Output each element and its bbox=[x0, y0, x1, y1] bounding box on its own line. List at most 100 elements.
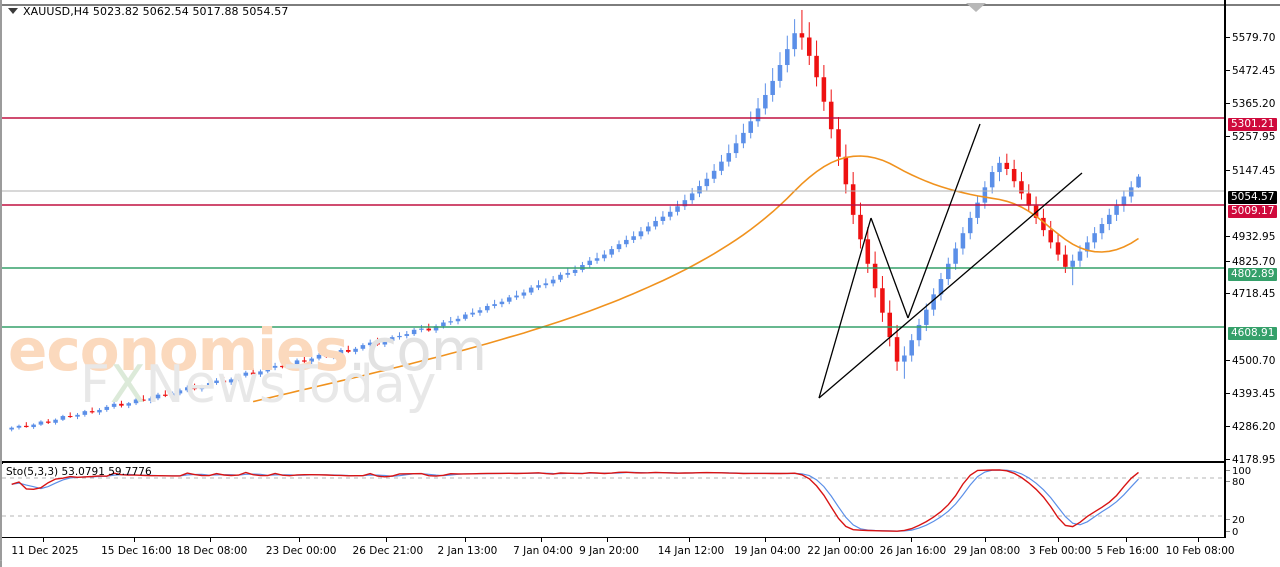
candle-body-bullish bbox=[931, 294, 936, 310]
candle-body-bullish bbox=[206, 383, 212, 387]
candle-body-bullish bbox=[916, 324, 922, 341]
triangle-down-icon[interactable] bbox=[8, 8, 18, 14]
candle-body-bullish bbox=[624, 239, 629, 245]
price-tick: 4393.45 bbox=[1226, 388, 1278, 400]
time-axis-label: 26 Jan 16:00 bbox=[879, 545, 947, 557]
triangle-down-marker-icon[interactable] bbox=[966, 3, 986, 12]
candle-body-bullish bbox=[155, 394, 161, 399]
indicator-tick-label: 100 bbox=[1232, 466, 1252, 477]
price-tick-label: 4286.20 bbox=[1232, 421, 1276, 433]
time-axis[interactable] bbox=[2, 538, 1280, 567]
candle-body-bullish bbox=[755, 108, 761, 122]
price-tick: 5579.70 bbox=[1226, 32, 1278, 44]
tick-dash bbox=[1226, 36, 1230, 38]
price-scale[interactable]: 5579.70 5472.45 5365.20 5257.95 5147.45 4932.… bbox=[1226, 6, 1280, 466]
price-tick-label: 5365.20 bbox=[1232, 98, 1276, 110]
candle-body-bearish bbox=[858, 214, 863, 240]
candle-body-bullish bbox=[536, 285, 541, 288]
candle-body-bullish bbox=[1114, 205, 1119, 215]
pane-divider bbox=[2, 461, 1224, 463]
symbol-header-text: XAUUSD,H4 5023.82 5062.54 5017.88 5054.5… bbox=[23, 4, 289, 18]
candle-body-bullish bbox=[419, 328, 424, 330]
candle-body-bullish bbox=[228, 379, 234, 383]
candle-body-bullish bbox=[946, 263, 951, 280]
stochastic-k-line bbox=[11, 469, 1139, 532]
price-tick: 5257.95 bbox=[1226, 131, 1278, 143]
candle-body-bearish bbox=[836, 129, 841, 157]
indicator-tick-label: 80 bbox=[1232, 477, 1245, 488]
left-border bbox=[0, 0, 2, 567]
candle-body-bullish bbox=[726, 153, 732, 162]
candle-body-bullish bbox=[492, 304, 497, 306]
candle-body-bullish bbox=[902, 355, 907, 362]
time-axis-label: 29 Jan 08:00 bbox=[953, 545, 1021, 557]
price-level-label-resistance[interactable]: 5009.17 bbox=[1228, 205, 1278, 218]
candle-body-bearish bbox=[192, 387, 197, 390]
candle-body-bullish bbox=[967, 217, 973, 234]
candle-body-bearish bbox=[426, 328, 432, 331]
candle-body-bullish bbox=[543, 283, 549, 286]
price-pane[interactable] bbox=[2, 6, 1224, 461]
tick-dash bbox=[1226, 469, 1230, 471]
candle-body-bullish bbox=[38, 421, 44, 425]
price-level-label-resistance[interactable]: 5301.21 bbox=[1228, 118, 1278, 131]
price-level-label-current-price[interactable]: 5054.57 bbox=[1228, 191, 1278, 204]
candle-body-bullish bbox=[770, 80, 775, 95]
time-tick bbox=[134, 538, 136, 542]
stochastic-d-line bbox=[11, 469, 1139, 532]
time-tick bbox=[838, 538, 840, 542]
candle-body-bullish bbox=[60, 416, 66, 420]
price-tick-label: 4825.70 bbox=[1232, 256, 1276, 268]
candle-body-bullish bbox=[214, 380, 219, 384]
price-tick-label: 4718.45 bbox=[1232, 288, 1276, 300]
stochastic-svg bbox=[2, 469, 1224, 532]
symbol-header[interactable]: XAUUSD,H4 5023.82 5062.54 5017.88 5054.5… bbox=[8, 4, 288, 18]
candle-body-bullish bbox=[733, 143, 739, 154]
candle-body-bullish bbox=[294, 360, 300, 365]
price-level-label-support[interactable]: 4608.91 bbox=[1228, 327, 1278, 340]
candle-body-bullish bbox=[558, 274, 563, 280]
candle-body-bullish bbox=[646, 226, 651, 232]
trendline-1 bbox=[818, 217, 872, 399]
candle-body-bullish bbox=[31, 424, 36, 428]
candle-body-bullish bbox=[236, 375, 241, 380]
candle-body-bullish bbox=[353, 348, 358, 352]
candle-body-bullish bbox=[675, 206, 680, 212]
indicator-scale: 100 80 20 0 bbox=[1226, 464, 1280, 538]
indicator-pane[interactable] bbox=[2, 464, 1224, 538]
time-tick bbox=[1198, 538, 1200, 542]
price-tick: 4932.95 bbox=[1226, 231, 1278, 243]
time-tick bbox=[984, 538, 986, 542]
indicator-title: Sto(5,3,3) 53.0791 59.7776 bbox=[6, 466, 152, 478]
candle-body-bullish bbox=[653, 220, 658, 227]
time-axis-label: 5 Feb 16:00 bbox=[1096, 545, 1159, 557]
price-tick-label: 5472.45 bbox=[1232, 65, 1276, 77]
candle-body-bearish bbox=[221, 380, 227, 383]
candle-body-bullish bbox=[989, 172, 995, 188]
candle-body-bullish bbox=[82, 411, 88, 415]
time-axis-label: 14 Jan 12:00 bbox=[657, 545, 725, 557]
candle-body-bullish bbox=[667, 211, 673, 217]
candle-body-bullish bbox=[514, 295, 519, 298]
candle-body-bullish bbox=[360, 345, 366, 349]
time-tick bbox=[607, 538, 609, 542]
candle-body-bearish bbox=[880, 288, 885, 313]
time-axis-label: 19 Jan 04:00 bbox=[734, 545, 801, 557]
time-axis-label: 11 Dec 2025 bbox=[11, 545, 79, 557]
candle-body-bullish bbox=[572, 269, 578, 273]
price-level-label-support[interactable]: 4802.89 bbox=[1228, 268, 1278, 281]
candle-body-bullish bbox=[1070, 260, 1075, 267]
candle-body-bullish bbox=[338, 350, 344, 354]
candle-body-bullish bbox=[75, 414, 80, 417]
price-tick: 4286.20 bbox=[1226, 421, 1278, 433]
tick-dash bbox=[1226, 392, 1230, 394]
candle-body-bullish bbox=[9, 427, 14, 430]
candle-body-bearish bbox=[865, 239, 871, 264]
candle-body-bearish bbox=[1055, 242, 1061, 255]
candle-body-bullish bbox=[104, 406, 110, 410]
candle-body-bullish bbox=[258, 371, 263, 375]
indicator-tick: 80 bbox=[1226, 478, 1245, 488]
candle-body-bullish bbox=[316, 354, 322, 359]
time-tick bbox=[688, 538, 690, 542]
trendline-2 bbox=[870, 217, 909, 319]
